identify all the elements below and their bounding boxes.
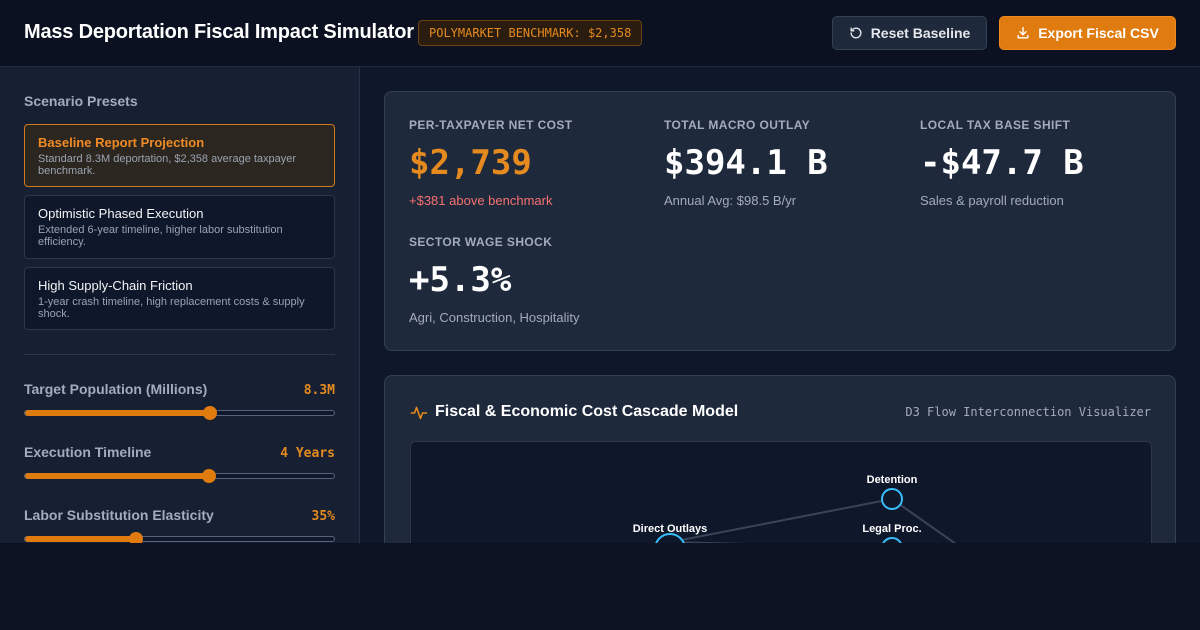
node-label-legal-proc: Legal Proc. <box>862 523 921 535</box>
preset-title: Baseline Report Projection <box>38 135 205 150</box>
slider-value: 4 Years <box>280 446 335 461</box>
export-csv-button[interactable]: Export Fiscal CSV <box>999 16 1176 50</box>
slider-value: 8.3M <box>303 383 335 398</box>
kpi-label: TOTAL MACRO OUTLAY <box>664 118 811 132</box>
kpi-subtext: Annual Avg: $98.5 B/yr <box>664 193 797 208</box>
slider-value: 35% <box>311 509 335 524</box>
preset-high-friction[interactable]: High Supply-Chain Friction 1-year crash … <box>24 267 335 330</box>
cascade-panel: Fiscal & Economic Cost Cascade Model D3 … <box>384 375 1176 543</box>
reset-baseline-label: Reset Baseline <box>870 25 971 41</box>
reset-baseline-button[interactable]: Reset Baseline <box>832 16 987 50</box>
kpi-subtext: Agri, Construction, Hospitality <box>409 310 580 325</box>
kpi-value: $394.1 B <box>664 143 828 183</box>
slider-fill <box>25 410 211 416</box>
cascade-title: Fiscal & Economic Cost Cascade Model <box>435 403 739 420</box>
preset-description: 1-year crash timeline, high replacement … <box>38 296 305 320</box>
export-csv-label: Export Fiscal CSV <box>1038 25 1159 41</box>
preset-description: Extended 6-year timeline, higher labor s… <box>38 224 283 248</box>
kpi-total-macro-outlay: TOTAL MACRO OUTLAY $394.1 B Annual Avg: … <box>664 118 904 208</box>
flow-node-legal-proc <box>882 537 902 543</box>
sidebar-divider <box>24 354 335 355</box>
slider-track[interactable] <box>24 532 335 543</box>
benchmark-badge: POLYMARKET BENCHMARK: $2,358 <box>418 20 643 46</box>
slider-fill <box>25 473 209 479</box>
node-label-direct-outlays: Direct Outlays <box>633 523 708 535</box>
slider-label: Execution Timeline <box>24 444 152 460</box>
flow-link <box>891 498 957 543</box>
kpi-value: -$47.7 B <box>920 143 1084 183</box>
preset-description: Standard 8.3M deportation, $2,358 averag… <box>38 153 297 177</box>
preset-optimistic-phased[interactable]: Optimistic Phased Execution Extended 6-y… <box>24 195 335 259</box>
app-root: Mass Deportation Fiscal Impact Simulator… <box>0 0 1200 543</box>
preset-title: High Supply-Chain Friction <box>38 278 193 293</box>
kpi-subtext: Sales & payroll reduction <box>920 193 1064 208</box>
preset-baseline-report[interactable]: Baseline Report Projection Standard 8.3M… <box>24 124 335 187</box>
top-header: Mass Deportation Fiscal Impact Simulator… <box>0 0 1200 67</box>
slider-fill <box>25 536 137 542</box>
flow-link <box>670 498 893 543</box>
preset-title: Optimistic Phased Execution <box>38 206 204 221</box>
kpi-value: +5.3% <box>409 260 512 300</box>
kpi-sector-wage-shock: SECTOR WAGE SHOCK +5.3% Agri, Constructi… <box>409 235 649 325</box>
flow-node-detention <box>881 488 903 510</box>
flow-diagram: Detention Direct Outlays Legal Proc. <box>410 441 1152 543</box>
slider-track[interactable] <box>24 469 335 483</box>
cascade-tag: D3 Flow Interconnection Visualizer <box>905 405 1151 419</box>
flow-diagram-svg: Detention Direct Outlays Legal Proc. <box>633 474 957 543</box>
flow-node-direct-outlays <box>655 533 685 543</box>
kpi-per-taxpayer-cost: PER-TAXPAYER NET COST $2,739 +$381 above… <box>409 118 649 208</box>
slider-thumb[interactable] <box>201 469 216 483</box>
slider-thumb[interactable] <box>129 532 144 543</box>
download-icon <box>1017 27 1029 39</box>
kpi-label: LOCAL TAX BASE SHIFT <box>920 118 1071 132</box>
slider-track[interactable] <box>24 406 335 420</box>
kpi-subtext: +$381 above benchmark <box>409 193 553 208</box>
page-title: Mass Deportation Fiscal Impact Simulator <box>24 21 414 43</box>
kpi-label: SECTOR WAGE SHOCK <box>409 235 553 249</box>
kpi-value: $2,739 <box>409 143 532 183</box>
kpi-panel: PER-TAXPAYER NET COST $2,739 +$381 above… <box>384 91 1176 351</box>
slider-label: Labor Substitution Elasticity <box>24 507 214 523</box>
refresh-icon <box>850 27 862 39</box>
kpi-label: PER-TAXPAYER NET COST <box>409 118 573 132</box>
slider-label: Target Population (Millions) <box>24 381 208 397</box>
node-label-detention: Detention <box>867 474 918 486</box>
presets-heading: Scenario Presets <box>24 93 138 109</box>
flow-link <box>670 541 745 543</box>
slider-thumb[interactable] <box>203 406 218 420</box>
sidebar: Scenario Presets Baseline Report Project… <box>0 67 360 543</box>
activity-icon <box>410 406 428 420</box>
kpi-local-tax-base-shift: LOCAL TAX BASE SHIFT -$47.7 B Sales & pa… <box>920 118 1160 208</box>
